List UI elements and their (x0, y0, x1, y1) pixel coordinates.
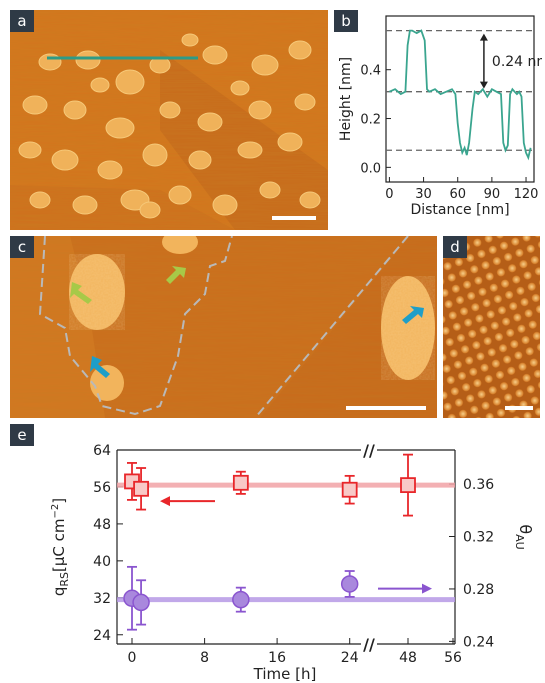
x-tick-label: 48 (399, 650, 417, 666)
arrow-down-icon (479, 81, 488, 89)
island (105, 117, 135, 139)
island (18, 141, 42, 159)
island (237, 141, 263, 159)
x-tick-label: 60 (449, 187, 466, 202)
island (202, 45, 228, 65)
x-tick-label: 90 (484, 187, 501, 202)
island (139, 201, 161, 219)
y-tick-label: 0.4 (360, 64, 381, 79)
y-tick-label-right: 0.32 (463, 530, 494, 546)
height-profile-panel: b 0.0 0.2 0.4 0 30 60 90 120 0.24 nm Height [nm… (334, 10, 542, 232)
atomic-lattice-image (443, 236, 540, 418)
x-tick-label: 0 (128, 650, 137, 666)
arrow-right-icon (422, 583, 432, 594)
island (248, 100, 272, 120)
data-point-square (133, 480, 149, 497)
stm-image-d: d (443, 236, 540, 418)
data-point-circle (232, 590, 250, 609)
data-point-circle (340, 575, 359, 593)
data-point-circle (132, 593, 150, 612)
scale-bar (346, 406, 426, 410)
stm-image-c: c (10, 236, 437, 418)
island (188, 150, 212, 170)
island (288, 40, 312, 60)
island (299, 191, 321, 209)
x-tick-label: 0 (385, 187, 393, 202)
x-tick-label: 8 (200, 650, 209, 666)
x-tick-label: 24 (341, 650, 359, 666)
x-tick-label: 56 (444, 650, 462, 666)
island (230, 80, 250, 96)
arrow-icons (70, 266, 424, 378)
island (251, 54, 279, 76)
island (115, 69, 145, 95)
island (212, 194, 238, 216)
domain-boundaries (38, 236, 409, 418)
step-height-annotation: 0.24 nm (492, 54, 542, 70)
panel-label-a: a (10, 10, 34, 32)
y-tick-label-right: 0.24 (463, 634, 494, 650)
island (197, 112, 223, 132)
panel-label-d: d (443, 236, 467, 258)
y-tick-label-left: 48 (93, 517, 111, 533)
data-point-square (400, 477, 416, 494)
x-axis-label: Distance [nm] (410, 202, 509, 218)
island (181, 33, 199, 47)
y-axis-label: Height [nm] (338, 57, 354, 141)
stm-topography-c (10, 236, 437, 418)
y-axis-label-left: qRS[μC cm−2] (50, 498, 71, 596)
scale-bar (505, 406, 533, 410)
island (277, 132, 303, 152)
profile-line (389, 29, 532, 161)
arrow-up-icon (479, 33, 488, 41)
time-series-panel: e 24 32 40 48 56 64 0.24 0.28 0.32 0.36 0 8 16 24 48 56… (0, 424, 545, 683)
island (259, 181, 281, 199)
stm-topography-a (10, 10, 328, 230)
y-tick-label: 0.2 (360, 113, 381, 128)
y-tick-label-left: 24 (93, 628, 111, 644)
stm-image-a: a (10, 10, 328, 230)
axis-break-bottom: // (363, 635, 375, 654)
panel-label-e: e (10, 424, 34, 446)
island (51, 149, 79, 171)
y-axis-label-right: θAU (513, 524, 535, 549)
panel-label-c: c (10, 236, 34, 258)
y-tick-label-right: 0.28 (463, 582, 494, 598)
island (75, 50, 101, 70)
x-tick-label: 120 (514, 187, 539, 202)
island (97, 160, 123, 180)
y-tick-label-left: 32 (93, 591, 111, 607)
x-tick-label: 16 (268, 650, 286, 666)
time-series-chart: 24 32 40 48 56 64 0.24 0.28 0.32 0.36 0 8 16 24 48 56 q… (50, 441, 535, 683)
island (29, 191, 51, 209)
x-axis-label: Time [h] (253, 665, 317, 683)
axis-break-top: // (363, 441, 375, 460)
island (38, 53, 62, 71)
y-tick-label-left: 56 (93, 480, 111, 496)
island (294, 93, 316, 111)
y-tick-label-left: 64 (93, 443, 111, 459)
panel-label-b: b (334, 10, 358, 32)
island (22, 95, 48, 115)
scale-bar (272, 216, 316, 220)
arrow-left-icon (160, 496, 170, 507)
island (90, 77, 110, 93)
x-tick-label: 30 (415, 187, 432, 202)
data-point-square (232, 474, 249, 491)
island (168, 185, 192, 205)
y-tick-label-left: 40 (93, 554, 111, 570)
island (72, 195, 98, 215)
y-tick-label-right: 0.36 (463, 477, 494, 493)
data-point-square (341, 481, 358, 498)
island (159, 101, 181, 119)
island (142, 143, 168, 167)
y-tick-label: 0.0 (360, 161, 381, 176)
island (63, 100, 87, 120)
